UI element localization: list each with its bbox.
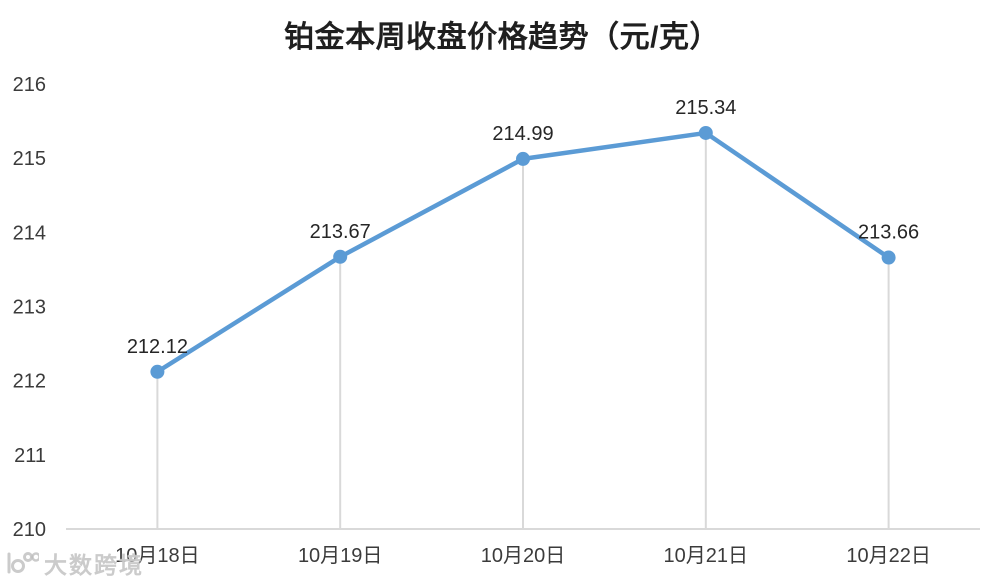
data-point-label: 215.34: [675, 97, 736, 119]
x-axis-label: 10月22日: [846, 545, 931, 567]
data-point-label: 213.67: [310, 221, 371, 243]
data-point: [516, 151, 530, 166]
y-axis-label: 211: [14, 445, 46, 467]
y-axis-label: 215: [13, 148, 46, 170]
chart-title: 铂金本周收盘价格趋势（元/克）: [284, 21, 720, 54]
data-point-label: 214.99: [492, 123, 553, 145]
y-axis-label: 214: [13, 222, 46, 244]
x-axis-label: 10月18日: [115, 545, 200, 567]
data-point: [698, 125, 713, 140]
y-axis-label: 216: [13, 74, 46, 96]
data-point-label: 213.66: [858, 222, 919, 244]
x-axis-label: 10月21日: [664, 545, 749, 567]
y-axis-label: 212: [13, 371, 46, 393]
data-point-label: 212.12: [127, 336, 188, 358]
data-point: [881, 250, 896, 265]
data-point: [333, 249, 348, 264]
y-axis-label: 210: [13, 519, 46, 541]
data-point: [150, 364, 165, 379]
y-axis-label: 213: [13, 297, 46, 319]
x-axis-label: 10月19日: [298, 545, 383, 567]
x-axis-label: 10月20日: [481, 545, 566, 567]
